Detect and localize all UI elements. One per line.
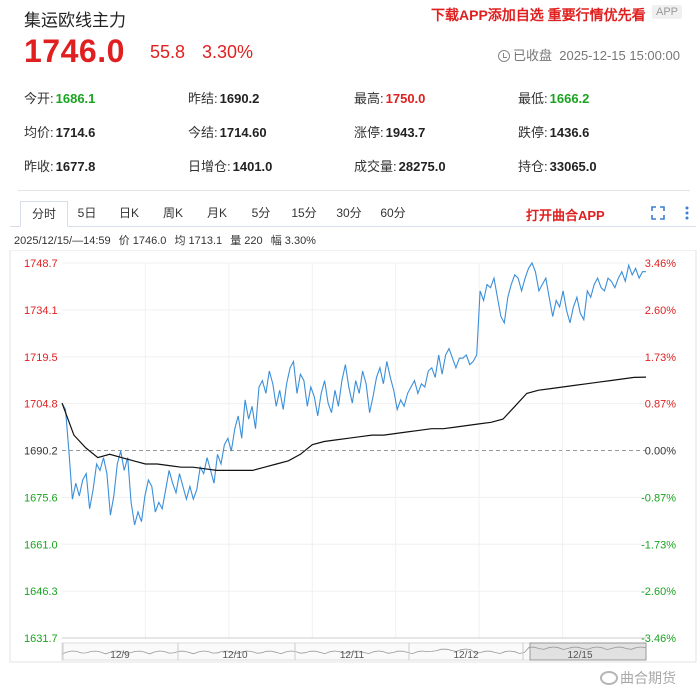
y-tick-label-left: 1646.3 — [24, 586, 58, 598]
page-title: 集运欧线主力 — [24, 11, 126, 30]
average-price-line — [61, 376, 647, 471]
tab-intraday[interactable]: 分时 — [20, 201, 68, 227]
stat-open: 今开: 1686.1 — [24, 91, 96, 106]
y-axis-left: 1748.7 1734.1 1719.5 1704.8 1690.2 1675.6 1661… — [24, 258, 58, 645]
price-line — [61, 261, 646, 526]
stat-settle: 今结: 1714.60 — [188, 125, 267, 140]
navigator-date-label: 12/12 — [453, 650, 478, 661]
stat-prev-settle: 昨结: 1690.2 — [188, 91, 260, 106]
stat-limit-up: 涨停: 1943.7 — [354, 125, 426, 140]
open-app-button[interactable]: 打开曲合APP — [526, 208, 605, 223]
tab-daily-k[interactable]: 日K — [118, 206, 139, 220]
download-app-promo-link[interactable]: 下载APP添加自选 重要行情优先看 — [431, 7, 646, 23]
y-tick-label-left: 1631.7 — [24, 633, 58, 645]
stat-oi-change: 日增仓: 1401.0 — [188, 159, 273, 174]
y-tick-label-right: -3.46% — [641, 633, 676, 645]
y-tick-label-right: 1.73% — [645, 352, 676, 364]
more-icon[interactable] — [682, 205, 692, 221]
chart-grid — [9, 250, 697, 663]
stat-high: 最高: 1750.0 — [354, 91, 426, 106]
divider — [18, 190, 690, 191]
y-tick-label-right: 3.46% — [645, 258, 676, 270]
y-tick-label-left: 1661.0 — [24, 539, 58, 551]
y-tick-label-right: -2.60% — [641, 586, 676, 598]
stat-avg: 均价: 1714.6 — [24, 125, 96, 140]
tab-5min[interactable]: 5分 — [251, 206, 271, 220]
y-tick-label-left: 1690.2 — [24, 446, 58, 458]
y-tick-label-left: 1704.8 — [24, 399, 58, 411]
navigator-date-label: 12/9 — [110, 650, 130, 661]
info-volume: 量 220 — [230, 235, 263, 247]
last-price: 1746.0 — [24, 33, 125, 69]
range-navigator: 12/9 12/10 12/11 12/12 12/15 — [61, 642, 647, 661]
stat-low: 最低: 1666.2 — [518, 91, 590, 106]
price-change-percent: 3.30% — [202, 42, 254, 62]
price-change: 55.8 — [150, 42, 186, 62]
market-status: 已收盘 2025-12-15 15:00:00 — [498, 45, 680, 64]
tab-15min[interactable]: 15分 — [291, 206, 317, 220]
y-tick-label-left: 1675.6 — [24, 492, 58, 504]
tab-60min[interactable]: 60分 — [380, 206, 406, 220]
y-tick-label-right: 0.00% — [645, 446, 676, 458]
y-axis-right: 3.46% 2.60% 1.73% 0.87% 0.00% -0.87% -1.73% -2.… — [641, 258, 676, 645]
info-amplitude: 幅 3.30% — [270, 235, 316, 247]
y-tick-label-left: 1748.7 — [24, 258, 58, 270]
navigator-date-label: 12/10 — [222, 650, 247, 661]
navigator-date-label: 12/15 — [567, 650, 592, 661]
y-tick-label-right: -1.73% — [641, 539, 676, 551]
chart-lines — [61, 261, 647, 526]
y-tick-label-right: 2.60% — [645, 305, 676, 317]
app-badge[interactable]: APP — [652, 5, 683, 19]
header: 集运欧线主力 下载APP添加自选 重要行情优先看 APP — [0, 0, 700, 30]
clock-icon — [498, 50, 510, 62]
y-tick-label-right: 0.87% — [645, 399, 676, 411]
tab-30min[interactable]: 30分 — [336, 206, 362, 220]
fullscreen-icon[interactable] — [651, 206, 665, 220]
status-timestamp: 2025-12-15 15:00:00 — [559, 48, 680, 63]
tab-monthly-k[interactable]: 月K — [206, 206, 227, 220]
tab-weekly-k[interactable]: 周K — [162, 206, 183, 220]
stat-prev-close: 昨收: 1677.8 — [24, 159, 96, 174]
info-time: 2025/12/15/—14:59 — [14, 235, 111, 247]
status-text: 已收盘 — [513, 48, 553, 63]
weibo-watermark: 曲合期货 — [600, 668, 676, 688]
y-tick-label-right: -0.87% — [641, 492, 676, 504]
info-price: 价 1746.0 — [118, 235, 167, 247]
y-tick-label-left: 1719.5 — [24, 352, 58, 364]
y-tick-label-left: 1734.1 — [24, 305, 58, 317]
info-avg: 均 1713.1 — [174, 235, 223, 247]
intraday-chart[interactable]: 1748.7 1734.1 1719.5 1704.8 1690.2 1675.6 1661… — [0, 250, 700, 693]
navigator-line — [61, 646, 647, 655]
navigator-date-label: 12/11 — [340, 650, 365, 661]
tab-5day[interactable]: 5日 — [77, 206, 97, 220]
crosshair-info-bar: 2025/12/15/—14:59 价 1746.0 均 1713.1 量 22… — [14, 232, 321, 248]
weibo-icon — [600, 671, 618, 685]
chart-period-tabs: 分时 5日 日K 周K 月K 5分 15分 30分 60分 打开曲合APP — [10, 201, 696, 227]
stat-open-interest: 持仓: 33065.0 — [518, 159, 597, 174]
chart-frame — [9, 250, 697, 663]
stat-limit-down: 跌停: 1436.6 — [518, 125, 590, 140]
stat-volume: 成交量: 28275.0 — [354, 159, 446, 174]
